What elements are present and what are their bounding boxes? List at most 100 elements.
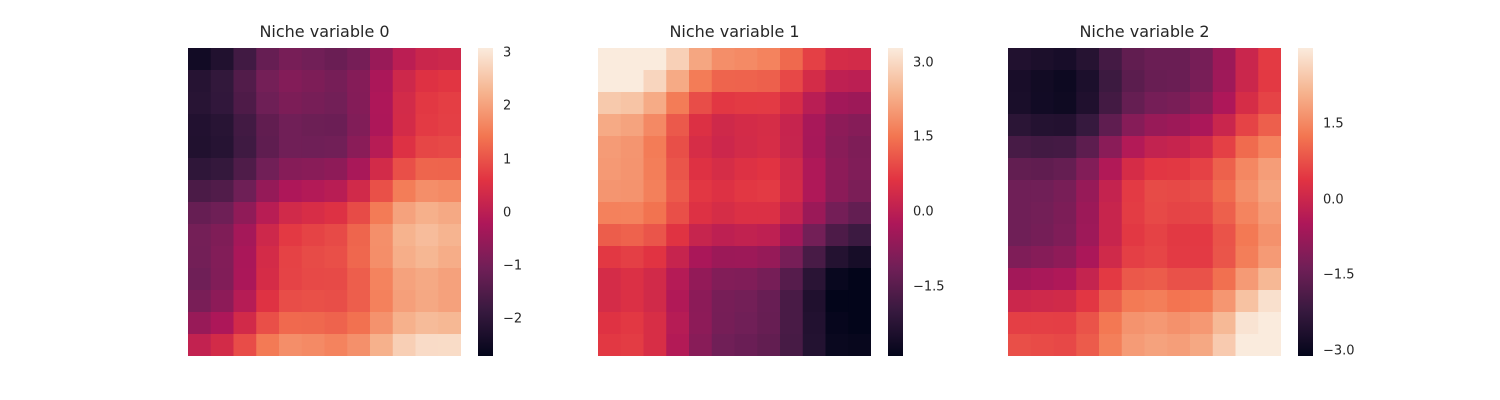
heatmap-cell <box>347 180 371 203</box>
heatmap-cell <box>1076 48 1100 71</box>
heatmap-cell <box>711 202 736 225</box>
heatmap-cell <box>780 224 804 247</box>
heatmap-cell <box>1212 70 1237 93</box>
heatmap-cell <box>256 136 280 159</box>
heatmap-cell <box>1144 224 1168 247</box>
heatmap-cell <box>780 246 804 269</box>
heatmap-cell <box>689 290 713 313</box>
heatmap-cell <box>370 224 394 247</box>
chart-title: Niche variable 2 <box>1079 22 1210 41</box>
heatmap-cell <box>711 158 736 181</box>
heatmap-cell <box>1144 158 1168 181</box>
heatmap-cell <box>1144 334 1168 356</box>
colorbar-tick-label: 0.0 <box>1323 192 1344 207</box>
heatmap-cell <box>1076 180 1100 203</box>
heatmap-cell <box>643 246 667 269</box>
heatmap-cell <box>1235 268 1259 291</box>
heatmap-cell <box>1258 290 1281 313</box>
heatmap-cell <box>301 136 326 159</box>
heatmap-cell <box>279 202 303 225</box>
heatmap-cell <box>438 180 461 203</box>
heatmap-cell <box>1190 136 1214 159</box>
heatmap-cell <box>256 246 280 269</box>
heatmap-cell <box>1212 114 1237 137</box>
heatmap-cell <box>233 180 257 203</box>
heatmap-cell <box>1235 224 1259 247</box>
heatmap-cell <box>1167 334 1191 356</box>
colorbar-tick-label: 0 <box>503 205 512 221</box>
heatmap-cell <box>643 48 667 71</box>
heatmap-cell <box>233 158 257 181</box>
heatmap-cell <box>666 334 690 356</box>
heatmap-cell <box>370 114 394 137</box>
heatmap-cell <box>848 246 871 269</box>
heatmap-cell <box>666 180 690 203</box>
heatmap-cell <box>666 312 690 335</box>
heatmap-cell <box>210 268 235 291</box>
colorbar-tick-label: 3.0 <box>913 55 934 71</box>
heatmap-cell <box>233 136 257 159</box>
heatmap-cell <box>802 290 827 313</box>
heatmap-cell <box>802 70 827 93</box>
heatmap-cell <box>780 312 804 335</box>
heatmap-cell <box>324 268 348 291</box>
heatmap-cell <box>1258 180 1281 203</box>
heatmap-cell <box>324 290 348 313</box>
heatmap-cell <box>780 70 804 93</box>
heatmap-cell <box>279 136 303 159</box>
heatmap-cell <box>233 202 257 225</box>
heatmap-cell <box>848 136 871 159</box>
heatmap-cell <box>392 136 417 159</box>
heatmap-cell <box>1235 158 1259 181</box>
heatmap-cell <box>1212 48 1237 71</box>
heatmap-cell <box>279 158 303 181</box>
heatmap-cell <box>1008 180 1032 203</box>
heatmap-cell <box>1076 158 1100 181</box>
heatmap-cell <box>1121 180 1146 203</box>
heatmap-cell <box>689 268 713 291</box>
heatmap-cell <box>347 290 371 313</box>
heatmap-cell <box>825 114 849 137</box>
heatmap-cell <box>347 48 371 71</box>
heatmap-cell <box>620 180 645 203</box>
heatmap-cell <box>689 114 713 137</box>
heatmap-cell <box>1121 114 1146 137</box>
heatmap-cell <box>1167 48 1191 71</box>
heatmap-cell <box>392 268 417 291</box>
heatmap-cell <box>643 290 667 313</box>
heatmap-cell <box>1144 92 1168 115</box>
heatmap-cell <box>415 48 439 71</box>
heatmap-cell <box>1030 48 1055 71</box>
heatmap-cell <box>643 224 667 247</box>
heatmap-cell <box>1008 312 1032 335</box>
heatmap-cell <box>643 114 667 137</box>
heatmap-cell <box>825 92 849 115</box>
heatmap-cell <box>1258 136 1281 159</box>
heatmap-cell <box>689 202 713 225</box>
heatmap-cell <box>438 246 461 269</box>
heatmap-cell <box>1235 92 1259 115</box>
heatmap-cell <box>256 158 280 181</box>
heatmap-cell <box>1258 202 1281 225</box>
heatmap-cell <box>210 312 235 335</box>
heatmap-cell <box>1076 334 1100 356</box>
heatmap-grid <box>188 48 461 356</box>
heatmap-cell <box>415 136 439 159</box>
heatmap-cell <box>1121 158 1146 181</box>
heatmap-cell <box>1030 290 1055 313</box>
heatmap-cell <box>210 290 235 313</box>
heatmap-cell <box>392 48 417 71</box>
heatmap-cell <box>780 180 804 203</box>
heatmap-cell <box>1030 114 1055 137</box>
heatmap-cell <box>1167 70 1191 93</box>
heatmap-cell <box>734 136 758 159</box>
heatmap-cell <box>711 70 736 93</box>
heatmap-cell <box>643 158 667 181</box>
heatmap-cell <box>757 48 781 71</box>
heatmap-cell <box>1167 114 1191 137</box>
heatmap-cell <box>1053 158 1077 181</box>
heatmap-cell <box>256 312 280 335</box>
heatmap-cell <box>347 224 371 247</box>
heatmap-cell <box>643 180 667 203</box>
heatmap-cell <box>620 202 645 225</box>
